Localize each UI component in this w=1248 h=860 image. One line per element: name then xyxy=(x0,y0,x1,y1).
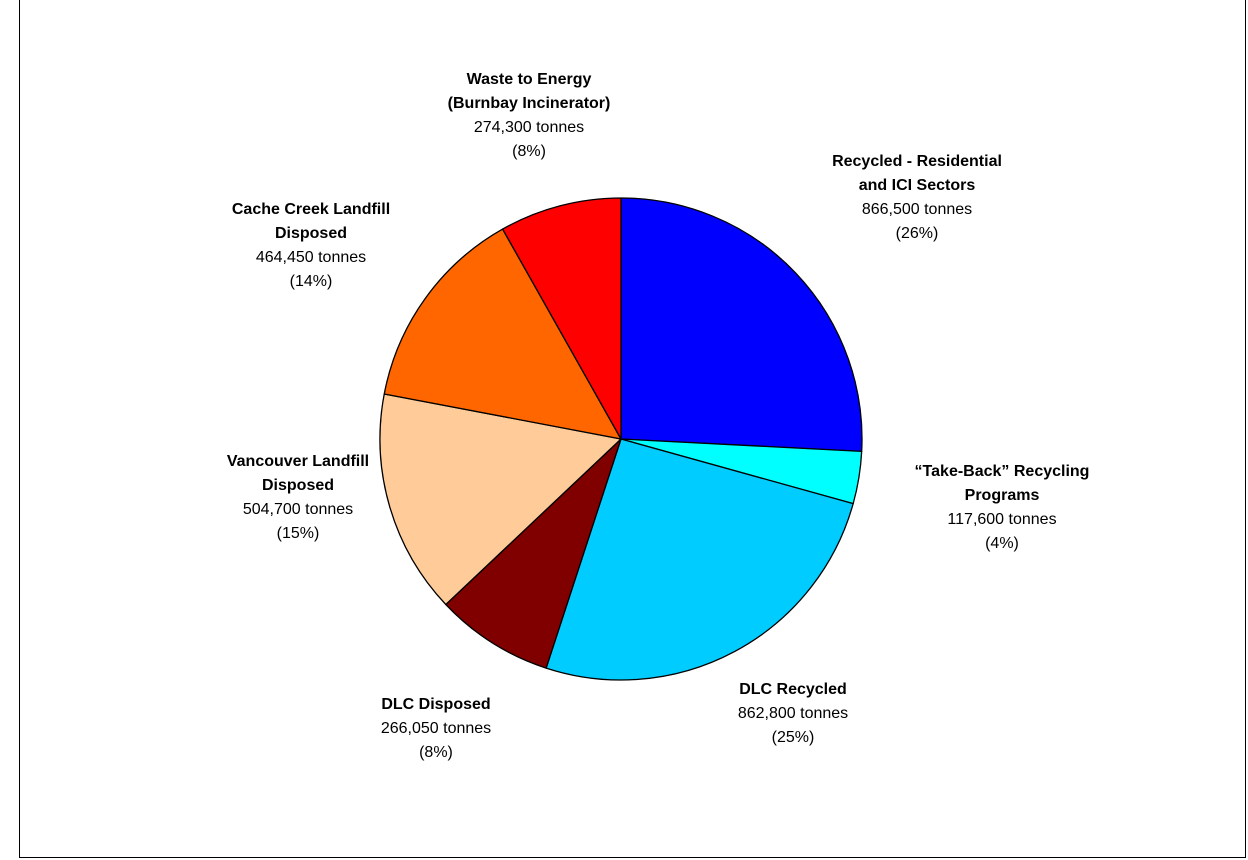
slice-name: DLC Disposed xyxy=(381,696,491,713)
slice-name: (Burnbay Incinerator) xyxy=(447,95,611,112)
slice-name: Vancouver Landfill xyxy=(226,453,370,470)
slice-name: Disposed xyxy=(261,477,335,494)
slice-name: and ICI Sectors xyxy=(858,177,976,194)
slice-value: 866,500 tonnes xyxy=(861,201,973,218)
pie-slice-4 xyxy=(379,393,622,606)
slice-value: 266,050 tonnes xyxy=(380,720,492,737)
pie-slice-2 xyxy=(545,438,854,681)
pie-slice-0 xyxy=(620,197,863,453)
slice-percent: (8%) xyxy=(419,744,453,761)
slice-value: 117,600 tonnes xyxy=(947,511,1057,528)
slice-name: Disposed xyxy=(274,225,347,242)
pie-slice-5 xyxy=(383,228,622,440)
slice-value: 862,800 tonnes xyxy=(737,705,849,722)
slice-value: 464,450 tonnes xyxy=(255,249,367,266)
slice-name: “Take-Back” Recycling xyxy=(914,463,1090,480)
slice-label-2: DLC Recycled 862,800 tonnes (25%) xyxy=(738,678,848,750)
slice-percent: (15%) xyxy=(276,525,320,542)
slice-name: Programs xyxy=(964,487,1040,504)
pie-slice-3 xyxy=(445,438,622,669)
pie-slice-6 xyxy=(501,197,622,440)
slice-percent: (25%) xyxy=(771,729,815,746)
slice-name: Cache Creek Landfill xyxy=(231,201,391,218)
slice-percent: (8%) xyxy=(512,143,546,160)
slice-percent: (4%) xyxy=(985,535,1019,552)
slice-value: 504,700 tonnes xyxy=(242,501,354,518)
slice-label-3: DLC Disposed 266,050 tonnes (8%) xyxy=(381,693,491,765)
slice-label-4: Vancouver Landfill Disposed 504,700 tonnes… xyxy=(227,450,369,546)
slice-percent: (26%) xyxy=(895,225,939,242)
slice-name: Waste to Energy xyxy=(466,71,592,88)
slice-name: Recycled - Residential xyxy=(832,153,1002,170)
slice-value: 274,300 tonnes xyxy=(473,119,585,136)
slice-name: DLC Recycled xyxy=(739,681,847,698)
slice-percent: (14%) xyxy=(289,273,333,290)
slice-label-0: Recycled - Residential and ICI Sectors 866… xyxy=(832,150,1002,246)
slice-label-6: Waste to Energy (Burnbay Incinerator) 274,… xyxy=(448,68,611,164)
slice-label-5: Cache Creek Landfill Disposed 464,450 tonn… xyxy=(232,198,390,294)
slice-label-1: “Take-Back” Recycling Programs 117,600 ton… xyxy=(915,460,1090,556)
